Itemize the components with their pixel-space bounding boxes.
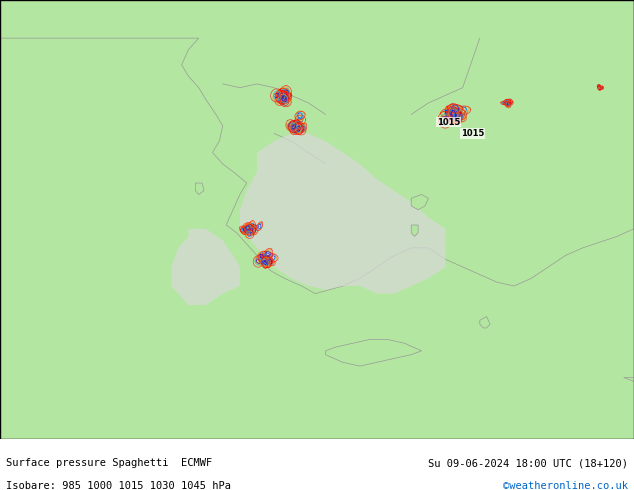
Polygon shape (0, 0, 634, 294)
Polygon shape (411, 195, 429, 210)
Text: Isobare: 985 1000 1015 1030 1045 hPa: Isobare: 985 1000 1015 1030 1045 hPa (6, 481, 231, 490)
Polygon shape (480, 317, 490, 328)
Polygon shape (195, 183, 204, 195)
Text: Surface pressure Spaghetti  ECMWF: Surface pressure Spaghetti ECMWF (6, 458, 212, 468)
Polygon shape (326, 340, 422, 366)
Text: ©weatheronline.co.uk: ©weatheronline.co.uk (503, 481, 628, 490)
Polygon shape (624, 355, 634, 381)
Polygon shape (411, 225, 418, 237)
Polygon shape (240, 133, 446, 294)
Polygon shape (171, 229, 240, 305)
Text: 1015: 1015 (437, 118, 461, 126)
Text: 1015: 1015 (462, 129, 484, 138)
Text: Su 09-06-2024 18:00 UTC (18+120): Su 09-06-2024 18:00 UTC (18+120) (428, 458, 628, 468)
